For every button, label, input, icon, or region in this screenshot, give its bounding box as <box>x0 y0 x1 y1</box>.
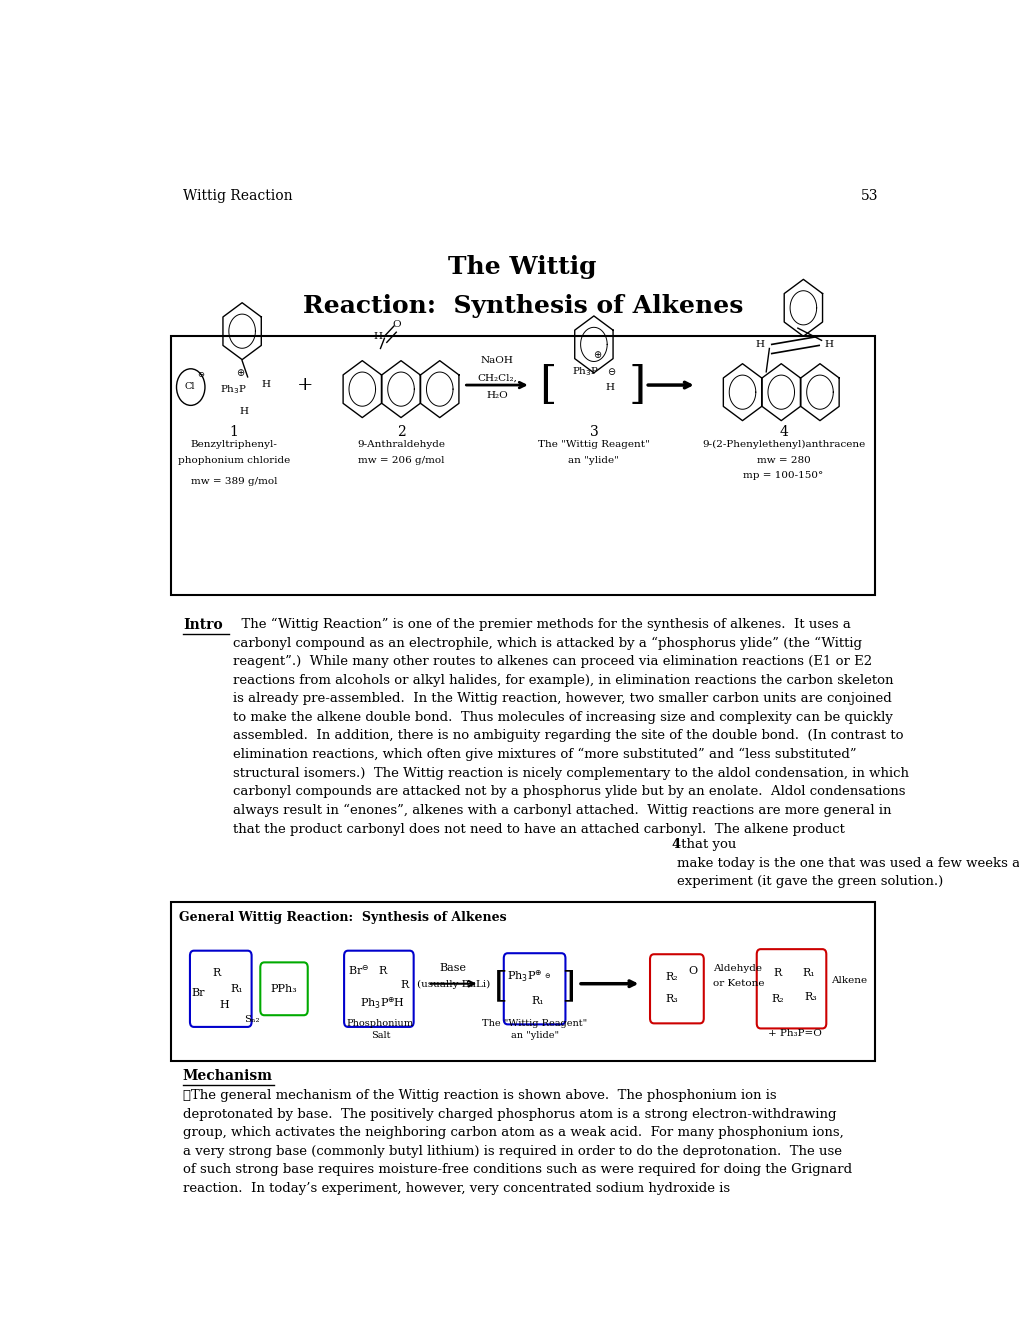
Text: H: H <box>824 341 834 348</box>
Text: The general mechanism of the Wittig reaction is shown above.  The phosphonium io: The general mechanism of the Wittig reac… <box>182 1089 851 1195</box>
Text: NaOH: NaOH <box>480 356 513 366</box>
Text: 4: 4 <box>671 838 680 851</box>
Text: H: H <box>755 341 763 348</box>
Text: Br: Br <box>192 987 205 998</box>
Text: ]: ] <box>560 970 575 1003</box>
Text: The "Wittig Reagent": The "Wittig Reagent" <box>537 440 649 449</box>
Text: R: R <box>213 968 221 978</box>
Text: 4: 4 <box>779 425 788 438</box>
Text: CH₂Cl₂,: CH₂Cl₂, <box>477 374 517 383</box>
FancyBboxPatch shape <box>756 949 825 1028</box>
Text: Reaction:  Synthesis of Alkenes: Reaction: Synthesis of Alkenes <box>303 293 742 318</box>
Text: mw = 280: mw = 280 <box>756 457 810 465</box>
Text: 53: 53 <box>860 189 877 203</box>
Text: H: H <box>373 331 382 341</box>
Text: Sₙ₂: Sₙ₂ <box>245 1015 260 1024</box>
Text: H: H <box>392 998 403 1008</box>
Text: [: [ <box>539 363 556 407</box>
Text: $\ominus$: $\ominus$ <box>606 367 615 378</box>
Text: Ph$_3$P: Ph$_3$P <box>220 383 247 396</box>
Text: $\oplus$: $\oplus$ <box>593 348 602 360</box>
Text: R₃: R₃ <box>803 991 816 1002</box>
Text: R₂: R₂ <box>665 972 678 982</box>
Text: [: [ <box>494 970 507 1003</box>
Text: $\oplus$: $\oplus$ <box>235 367 245 379</box>
Text: phophonium chloride: phophonium chloride <box>178 457 290 465</box>
Text: Mechanism: Mechanism <box>182 1069 272 1084</box>
Bar <box>171 903 873 1061</box>
Bar <box>171 337 873 595</box>
Text: R: R <box>772 968 781 978</box>
Text: Alkene: Alkene <box>830 977 866 985</box>
Text: R: R <box>378 965 386 975</box>
Text: an "ylide": an "ylide" <box>511 1031 558 1040</box>
Text: $\ominus$: $\ominus$ <box>197 371 205 379</box>
FancyBboxPatch shape <box>260 962 308 1015</box>
Text: +: + <box>297 376 313 395</box>
Text: Ph$_3$P$^{\oplus}$: Ph$_3$P$^{\oplus}$ <box>506 969 542 985</box>
FancyBboxPatch shape <box>649 954 703 1023</box>
Text: Wittig Reaction: Wittig Reaction <box>182 189 292 203</box>
Text: (usually BuLi): (usually BuLi) <box>416 981 489 989</box>
Text: Benzyltriphenyl-: Benzyltriphenyl- <box>191 440 277 449</box>
Text: H: H <box>261 380 270 388</box>
Text: The Wittig: The Wittig <box>448 255 596 279</box>
Text: mw = 206 g/mol: mw = 206 g/mol <box>358 457 444 465</box>
Text: Cl: Cl <box>184 381 195 391</box>
Text: General Wittig Reaction:  Synthesis of Alkenes: General Wittig Reaction: Synthesis of Al… <box>178 911 506 924</box>
Text: O: O <box>688 965 697 975</box>
Text: Base: Base <box>439 964 467 973</box>
Text: Phosphonium: Phosphonium <box>346 1019 414 1028</box>
Text: 9-(2-Phenylethenyl)anthracene: 9-(2-Phenylethenyl)anthracene <box>701 440 864 449</box>
Text: R₂: R₂ <box>770 994 783 1005</box>
FancyBboxPatch shape <box>343 950 414 1027</box>
Text: R₁: R₁ <box>802 968 814 978</box>
FancyBboxPatch shape <box>503 953 565 1024</box>
Text: Br$^{\ominus}$: Br$^{\ominus}$ <box>347 964 369 977</box>
Text: 1: 1 <box>229 425 238 438</box>
Text: an "ylide": an "ylide" <box>568 457 619 465</box>
Text: $^{\ominus}$: $^{\ominus}$ <box>543 974 550 983</box>
Text: Intro: Intro <box>182 618 222 632</box>
Text: PPh₃: PPh₃ <box>270 983 298 994</box>
Text: O: O <box>391 319 400 329</box>
Text: 2: 2 <box>396 425 405 438</box>
Text: H₂O: H₂O <box>486 391 507 400</box>
Text: mp = 100-150°: mp = 100-150° <box>743 471 823 480</box>
Text: Aldehyde: Aldehyde <box>712 964 761 973</box>
Text: 3: 3 <box>589 425 598 438</box>
FancyBboxPatch shape <box>190 950 252 1027</box>
Text: R: R <box>399 979 408 990</box>
Text: that you
make today is the one that was used a few weeks ago as the colorizer fo: that you make today is the one that was … <box>677 838 1019 888</box>
Text: H: H <box>604 383 613 392</box>
Text: Ph$_3$P$^{\oplus}$: Ph$_3$P$^{\oplus}$ <box>360 995 394 1011</box>
Circle shape <box>176 368 205 405</box>
Text: The "Wittig Reagent": The "Wittig Reagent" <box>482 1019 587 1028</box>
Text: R₁: R₁ <box>531 997 543 1006</box>
Text: Ph$_3$P: Ph$_3$P <box>572 366 599 379</box>
Text: 9-Anthraldehyde: 9-Anthraldehyde <box>357 440 444 449</box>
Text: The “Wittig Reaction” is one of the premier methods for the synthesis of alkenes: The “Wittig Reaction” is one of the prem… <box>232 618 908 836</box>
Text: ]: ] <box>628 363 645 407</box>
Text: Salt: Salt <box>370 1031 390 1040</box>
Text: H: H <box>239 407 248 416</box>
Text: or Ketone: or Ketone <box>712 979 764 989</box>
Text: + Ph₃P=O: + Ph₃P=O <box>767 1030 821 1039</box>
Text: mw = 389 g/mol: mw = 389 g/mol <box>191 477 277 486</box>
Text: R₃: R₃ <box>665 994 678 1005</box>
Text: H: H <box>220 1001 229 1010</box>
Text: R₁: R₁ <box>230 983 243 994</box>
